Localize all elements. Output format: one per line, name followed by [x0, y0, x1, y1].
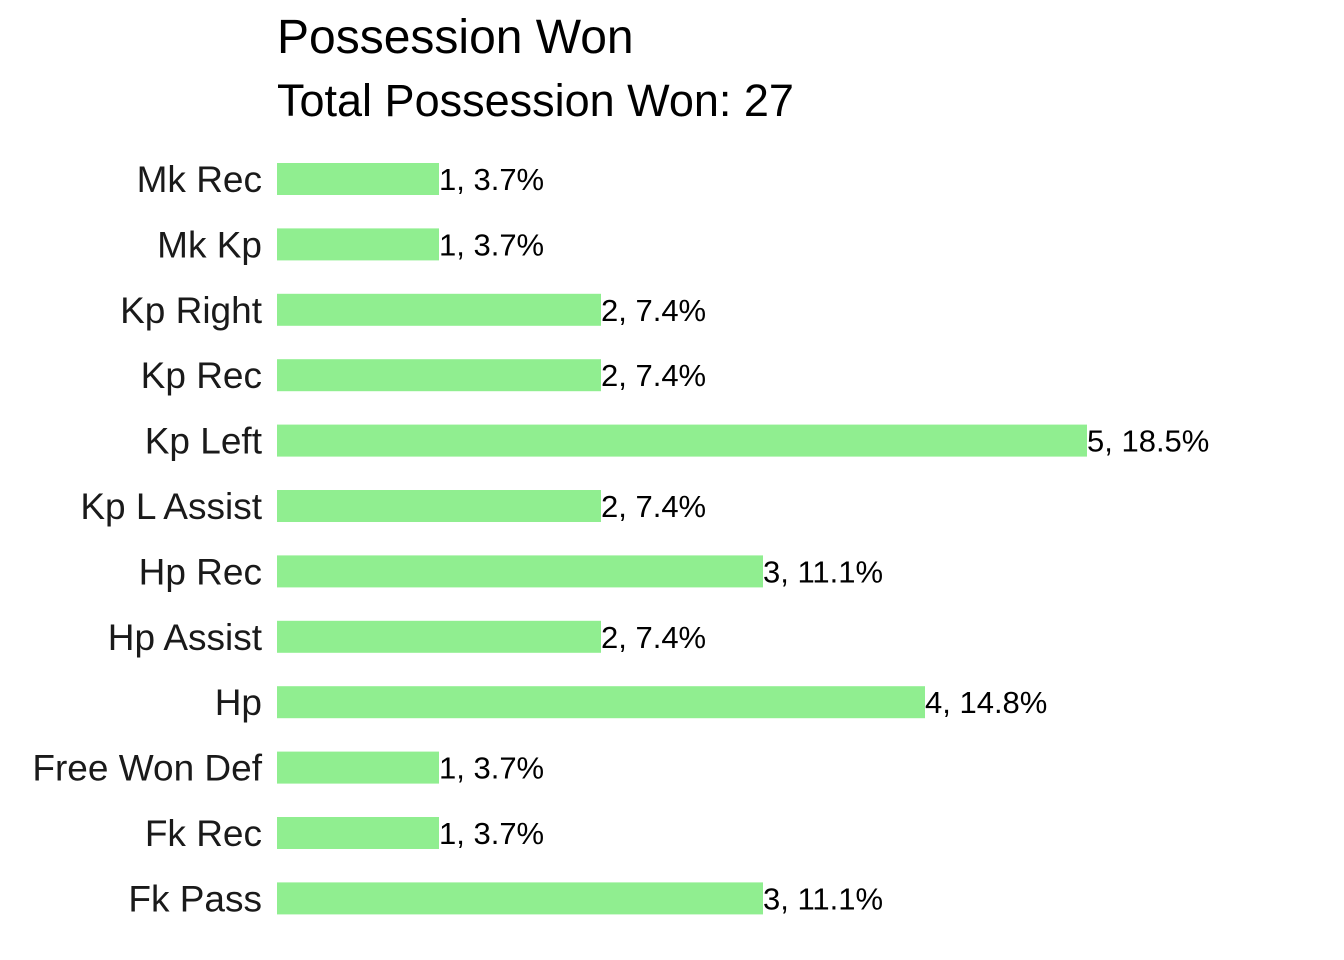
bar: [277, 882, 763, 915]
data-label: 1, 3.7%: [439, 162, 544, 197]
data-label: 2, 7.4%: [601, 489, 706, 524]
bar: [277, 817, 439, 849]
category-label: Kp Left: [145, 421, 263, 462]
data-label: 5, 18.5%: [1087, 424, 1209, 459]
category-label: Mk Kp: [157, 224, 262, 265]
bar: [277, 424, 1087, 457]
data-label: 2, 7.4%: [601, 293, 706, 328]
chart-title: Possession Won: [277, 11, 634, 64]
bar: [277, 686, 925, 719]
data-label: 3, 11.1%: [763, 554, 883, 589]
bar: [277, 751, 439, 784]
category-label: Free Won Def: [32, 748, 262, 789]
bar: [277, 359, 601, 392]
category-label: Hp Rec: [139, 551, 262, 592]
data-label: 1, 3.7%: [439, 816, 544, 851]
bar: [277, 228, 439, 261]
chart-subtitle: Total Possession Won: 27: [277, 75, 794, 126]
data-label: 4, 14.8%: [925, 685, 1047, 720]
bar: [277, 163, 439, 195]
category-label: Fk Pass: [128, 878, 262, 919]
category-label: Kp L Assist: [80, 486, 262, 527]
bar: [277, 490, 601, 522]
data-label: 1, 3.7%: [439, 751, 544, 786]
category-label: Mk Rec: [137, 159, 262, 200]
category-label: Hp Assist: [108, 617, 263, 658]
data-label: 2, 7.4%: [601, 620, 706, 655]
category-label: Kp Rec: [141, 355, 262, 396]
bars-group: Mk Rec 1, 3.7% Mk Kp 1, 3.7% Kp Right 2, 7.4%…: [32, 159, 1209, 919]
bar: [277, 555, 763, 588]
category-label: Hp: [215, 682, 262, 723]
data-label: 3, 11.1%: [763, 881, 883, 916]
category-label: Fk Rec: [145, 813, 262, 854]
bar: [277, 293, 601, 326]
data-label: 1, 3.7%: [439, 227, 544, 262]
bar: [277, 620, 601, 653]
category-label: Kp Right: [120, 290, 263, 331]
data-label: 2, 7.4%: [601, 358, 706, 393]
